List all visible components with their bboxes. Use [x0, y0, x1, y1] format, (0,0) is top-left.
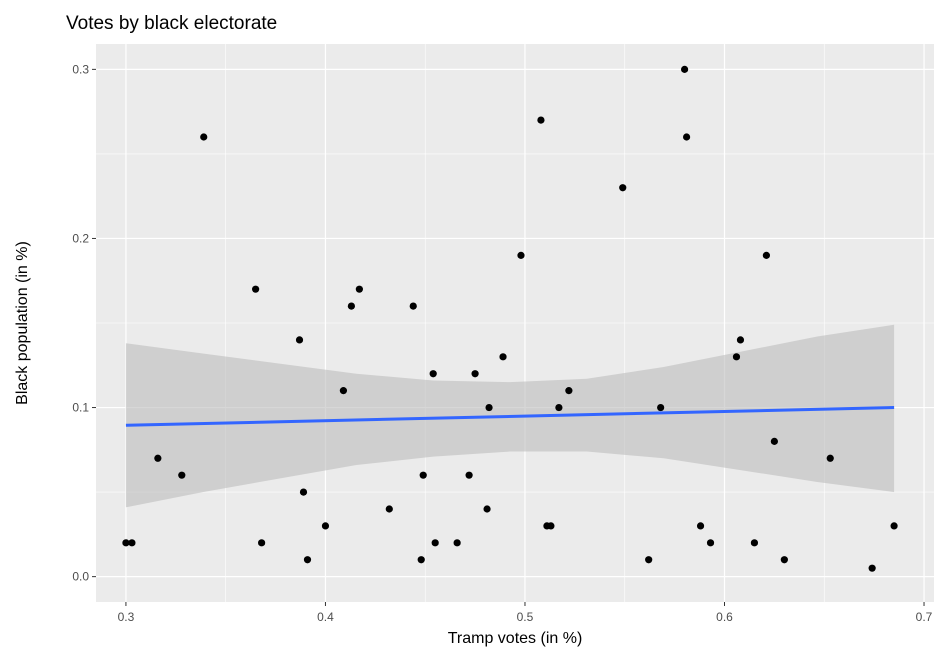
data-point — [429, 370, 437, 378]
data-point — [409, 302, 417, 310]
minor-gridlines — [96, 44, 934, 602]
data-point — [453, 539, 461, 547]
data-point — [347, 302, 355, 310]
data-point — [485, 403, 493, 412]
data-point — [295, 336, 304, 344]
y-tick-label: 0.0 — [72, 570, 89, 584]
data-point — [154, 454, 162, 462]
x-axis: 0.3 0.4 0.5 0.6 0.7 — [118, 602, 933, 624]
data-point — [770, 437, 778, 445]
data-point — [826, 454, 834, 462]
data-point — [736, 336, 745, 344]
data-point — [537, 116, 545, 124]
data-point — [258, 539, 266, 547]
data-point — [750, 539, 759, 547]
data-point — [385, 505, 393, 513]
data-point — [868, 564, 876, 572]
y-tick-label: 0.3 — [72, 62, 89, 76]
data-point — [419, 471, 427, 479]
data-point — [706, 539, 715, 547]
data-point — [547, 522, 555, 530]
data-point — [299, 488, 308, 496]
data-point — [178, 471, 186, 479]
data-point — [565, 387, 573, 395]
data-point — [762, 251, 771, 259]
data-point — [355, 285, 363, 293]
data-point — [128, 539, 136, 547]
y-axis: 0.0 0.1 0.2 0.3 — [72, 62, 96, 584]
data-point — [517, 251, 525, 259]
data-point — [431, 539, 439, 547]
data-point — [417, 556, 425, 564]
data-point — [321, 522, 330, 530]
x-tick-label: 0.6 — [716, 610, 733, 624]
data-point — [303, 556, 312, 564]
data-point — [471, 370, 479, 378]
data-point — [339, 387, 348, 395]
y-axis-title: Black population (in %) — [14, 241, 31, 405]
data-point — [682, 133, 691, 141]
x-tick-label: 0.4 — [317, 610, 334, 624]
data-point — [499, 353, 507, 361]
data-point — [252, 285, 260, 293]
data-point — [465, 471, 473, 479]
data-points — [122, 65, 898, 572]
data-point — [657, 403, 665, 412]
x-tick-label: 0.3 — [118, 610, 135, 624]
data-point — [890, 522, 898, 530]
data-point — [680, 65, 689, 73]
x-axis-title: Tramp votes (in %) — [448, 630, 583, 647]
trend-line — [125, 406, 895, 427]
y-tick-label: 0.1 — [72, 401, 89, 415]
data-point — [696, 522, 705, 530]
y-tick-label: 0.2 — [72, 231, 89, 245]
data-point — [732, 353, 741, 361]
x-tick-label: 0.5 — [517, 610, 534, 624]
data-point — [483, 505, 491, 513]
chart-title: Votes by black electorate — [66, 13, 277, 34]
data-point — [780, 556, 788, 564]
x-tick-label: 0.7 — [916, 610, 933, 624]
data-point — [122, 539, 130, 547]
data-point — [645, 556, 653, 564]
data-point — [200, 133, 208, 141]
data-point — [555, 403, 563, 412]
data-point — [619, 184, 627, 192]
